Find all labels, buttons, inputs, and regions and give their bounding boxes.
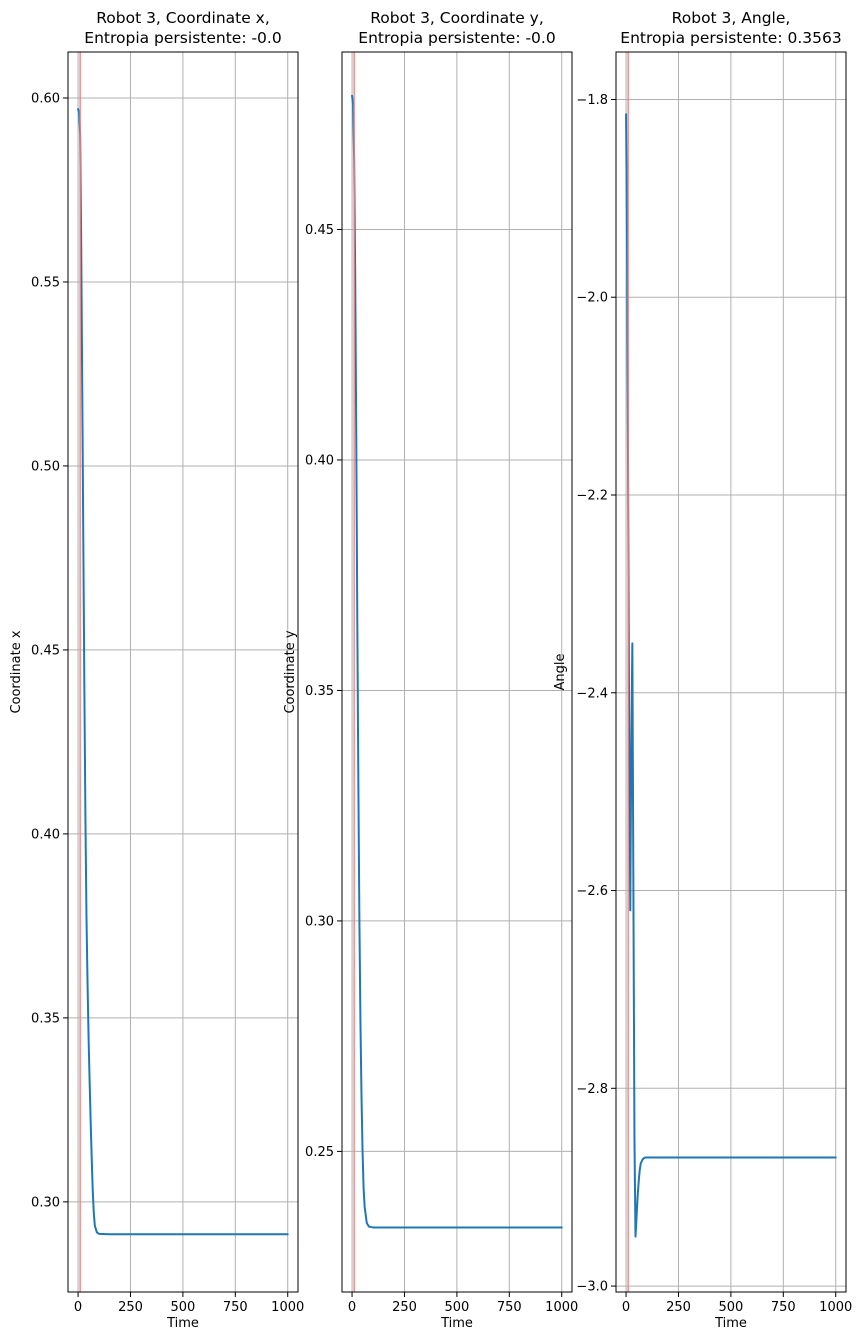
chart-3-ytick-label-2: −2.6 — [576, 884, 608, 899]
chart-3-ytick-label-3: −2.4 — [576, 686, 608, 701]
chart-2-ytick-label-3: 0.40 — [305, 453, 334, 468]
chart-1-xtick-label-0: 0 — [74, 1300, 82, 1315]
chart-2-series-line-0 — [351, 94, 563, 1229]
chart-3-xtick-label-4: 1000 — [819, 1300, 852, 1315]
chart-3-ytick-label-1: −2.8 — [576, 1082, 608, 1097]
chart-1-xtick-label-4: 1000 — [271, 1300, 304, 1315]
chart-2-ytick-label-2: 0.35 — [305, 684, 334, 699]
chart-1-xtick-label-1: 250 — [118, 1300, 143, 1315]
chart-1-ytick-label-0: 0.30 — [31, 1195, 60, 1210]
chart-2-xtick-label-4: 1000 — [545, 1300, 578, 1315]
chart-2-title-line2: Entropia persistente: -0.0 — [358, 29, 555, 47]
chart-3-xlabel: Time — [714, 1316, 747, 1331]
chart-2-xtick-label-3: 750 — [497, 1300, 522, 1315]
chart-2-xlabel: Time — [440, 1316, 473, 1331]
chart-2-ytick-label-1: 0.30 — [305, 914, 334, 929]
chart-1-ytick-label-5: 0.55 — [31, 275, 60, 290]
chart-3-ytick-label-5: −2.0 — [576, 291, 608, 306]
chart-2-ytick-label-0: 0.25 — [305, 1145, 334, 1160]
chart-1-title-line2: Entropia persistente: -0.0 — [84, 29, 281, 47]
chart-1-xtick-label-2: 500 — [170, 1300, 195, 1315]
chart-1-panel: 0 250 500 750 1000 0.30 0.35 0.40 0.45 0.50 0.55 0.… — [9, 9, 304, 1331]
chart-3-ytick-label-0: −3.0 — [576, 1280, 608, 1295]
chart-1-xlabel: Time — [166, 1316, 199, 1331]
chart-2-title-line1: Robot 3, Coordinate y, — [370, 9, 544, 27]
chart-3-xtick-label-1: 250 — [666, 1300, 691, 1315]
chart-1-ytick-label-2: 0.40 — [31, 827, 60, 842]
chart-3-ylabel: Angle — [553, 654, 568, 691]
chart-2-panel: 0 250 500 750 1000 0.25 0.30 0.35 0.40 0.45 Robot … — [283, 9, 578, 1331]
chart-3-xtick-label-0: 0 — [622, 1300, 630, 1315]
chart-1-title-line1: Robot 3, Coordinate x, — [96, 9, 270, 27]
chart-3-title-line2: Entropia persistente: 0.3563 — [620, 29, 841, 47]
chart-3-ytick-label-6: −1.8 — [576, 93, 608, 108]
chart-3-title-line1: Robot 3, Angle, — [672, 9, 791, 27]
chart-1-ytick-label-3: 0.45 — [31, 643, 60, 658]
chart-1-series-line-0 — [77, 108, 289, 1236]
chart-3-panel: 0 250 500 750 1000 −3.0 −2.8 −2.6 −2.4 −2.2 −2.0 −1… — [553, 9, 852, 1331]
chart-2-xtick-label-2: 500 — [444, 1300, 469, 1315]
chart-2-xtick-label-0: 0 — [348, 1300, 356, 1315]
chart-2-xtick-label-1: 250 — [392, 1300, 417, 1315]
chart-2-ytick-label-4: 0.45 — [305, 223, 334, 238]
chart-2-ylabel: Coordinate y — [283, 630, 298, 713]
chart-3-xtick-label-3: 750 — [771, 1300, 796, 1315]
chart-3-ytick-label-4: −2.2 — [576, 488, 608, 503]
chart-1-ylabel: Coordinate x — [9, 630, 24, 713]
chart-1-ytick-label-4: 0.50 — [31, 459, 60, 474]
chart-3-xtick-label-2: 500 — [718, 1300, 743, 1315]
chart-1-xtick-label-3: 750 — [223, 1300, 248, 1315]
chart-1-ytick-label-6: 0.60 — [31, 91, 60, 106]
chart-1-ytick-label-1: 0.35 — [31, 1011, 60, 1026]
chart-3-series-line-0 — [625, 113, 837, 1238]
